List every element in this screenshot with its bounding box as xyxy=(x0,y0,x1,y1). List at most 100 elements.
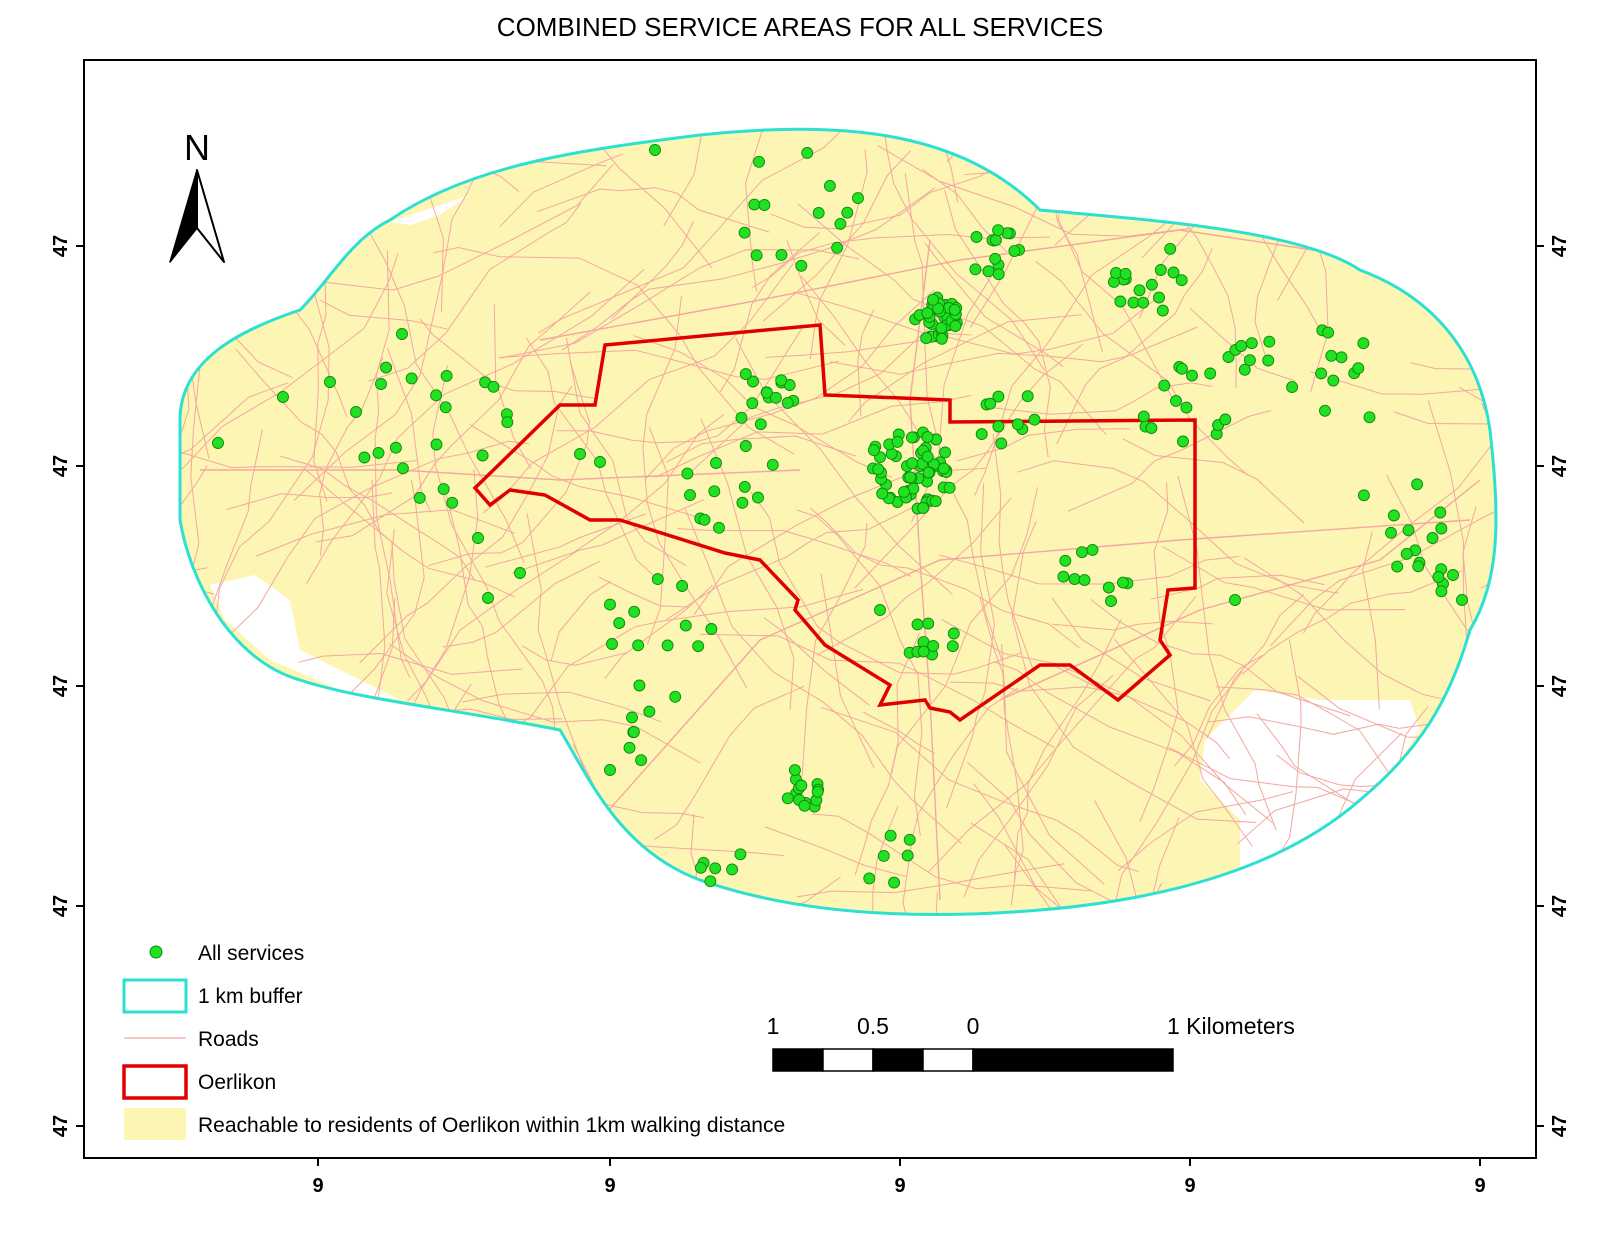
service-point xyxy=(984,397,997,410)
road xyxy=(646,427,669,645)
service-point xyxy=(798,799,811,812)
road xyxy=(1207,716,1496,735)
service-point xyxy=(1222,351,1235,364)
road xyxy=(884,129,959,203)
service-point xyxy=(946,640,959,653)
unreachable-gap-southeast xyxy=(1200,690,1420,870)
service-point xyxy=(440,369,453,382)
service-point xyxy=(358,451,371,464)
service-point xyxy=(661,639,674,652)
road xyxy=(750,491,1022,675)
legend-symbol-reachable xyxy=(124,1108,186,1140)
service-point xyxy=(1219,413,1232,426)
service-point xyxy=(863,872,876,885)
service-point xyxy=(989,234,1002,247)
service-point xyxy=(922,466,935,479)
service-point xyxy=(437,483,450,496)
service-point xyxy=(795,779,808,792)
y-tick-label-right: 47 xyxy=(1549,455,1571,477)
service-point xyxy=(710,457,722,469)
service-point xyxy=(1322,326,1335,339)
service-point xyxy=(1180,401,1193,414)
road xyxy=(433,246,795,455)
road xyxy=(538,129,867,334)
service-point xyxy=(606,638,618,650)
road xyxy=(1001,644,1105,885)
road xyxy=(306,269,645,584)
service-point xyxy=(1434,506,1447,519)
service-point xyxy=(736,496,749,509)
service-point xyxy=(1057,570,1070,583)
road xyxy=(511,414,725,574)
road xyxy=(442,560,601,648)
service-point xyxy=(694,861,707,874)
road-arterial xyxy=(539,229,1381,341)
service-point xyxy=(1153,291,1165,304)
y-tick-label-right: 47 xyxy=(1549,235,1571,257)
road-arterial xyxy=(999,479,1481,701)
road xyxy=(403,499,705,725)
service-point xyxy=(939,446,952,459)
service-point xyxy=(788,764,801,777)
road xyxy=(536,187,770,233)
service-point xyxy=(746,397,759,410)
service-point xyxy=(1028,413,1041,426)
scale-seg xyxy=(972,1048,1174,1072)
service-point xyxy=(1117,576,1129,589)
service-point xyxy=(949,320,962,332)
service-point xyxy=(906,457,919,470)
road xyxy=(225,492,393,511)
service-point xyxy=(430,438,443,451)
legend-symbol-buffer xyxy=(122,978,188,1014)
road xyxy=(993,661,1247,816)
road xyxy=(1242,570,1462,675)
service-point xyxy=(747,375,759,388)
x-tick-label: 9 xyxy=(894,1175,905,1197)
road xyxy=(1162,546,1405,611)
service-point xyxy=(1105,595,1117,608)
road xyxy=(1051,663,1231,760)
service-point xyxy=(709,862,722,875)
service-point xyxy=(635,754,648,767)
road xyxy=(1310,371,1482,395)
service-point xyxy=(738,226,751,239)
service-point xyxy=(413,491,426,504)
service-point xyxy=(446,496,459,509)
service-point xyxy=(574,448,586,460)
road xyxy=(1302,441,1495,634)
road xyxy=(500,249,860,359)
service-point xyxy=(1068,573,1081,586)
service-point xyxy=(867,444,880,457)
road xyxy=(700,418,795,711)
service-point xyxy=(995,437,1008,450)
road xyxy=(974,208,1185,496)
service-point xyxy=(1412,560,1425,573)
y-tick-label-left: 47 xyxy=(50,1115,72,1137)
road xyxy=(611,221,694,320)
road xyxy=(877,145,1190,237)
road xyxy=(1462,506,1478,643)
y-tick-label-left: 47 xyxy=(50,675,72,697)
service-point xyxy=(884,829,897,842)
service-point xyxy=(775,374,788,387)
service-point xyxy=(872,463,885,476)
service-point xyxy=(876,487,889,500)
service-point xyxy=(679,619,692,632)
service-point xyxy=(970,231,983,243)
road xyxy=(1122,438,1305,524)
service-point xyxy=(801,146,814,159)
service-point xyxy=(613,617,626,630)
x-tick-label: 9 xyxy=(1474,1175,1485,1197)
service-point xyxy=(1243,354,1256,367)
service-point xyxy=(627,726,640,738)
road xyxy=(812,813,1091,892)
service-point xyxy=(643,705,656,718)
road xyxy=(663,129,719,227)
service-point xyxy=(681,467,694,480)
service-point xyxy=(831,241,844,254)
services-layer xyxy=(212,144,1468,889)
service-point xyxy=(1078,574,1091,587)
service-point xyxy=(932,302,945,315)
road xyxy=(1090,599,1351,717)
service-point xyxy=(514,567,526,579)
